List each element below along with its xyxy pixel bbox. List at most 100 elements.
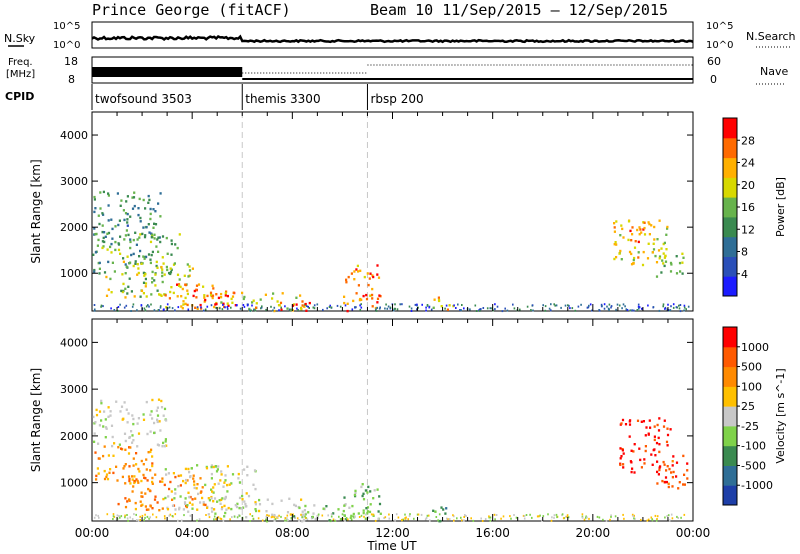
heatmap-cell <box>193 289 196 293</box>
heatmap-cell <box>542 304 544 307</box>
heatmap-cell <box>166 252 169 255</box>
freq-label-1: Freq. <box>8 57 33 68</box>
heatmap-cell <box>278 514 280 517</box>
heatmap-cell <box>408 514 411 517</box>
heatmap-cell <box>159 305 162 308</box>
heatmap-cell <box>151 480 154 484</box>
heatmap-cell <box>169 480 172 484</box>
heatmap-cell <box>424 518 427 521</box>
heatmap-cell <box>231 473 235 476</box>
heatmap-cell <box>130 430 133 433</box>
heatmap-cell <box>161 274 164 278</box>
heatmap-cell <box>665 248 668 251</box>
heatmap-cell <box>253 308 255 311</box>
heatmap-cell <box>92 253 95 256</box>
heatmap-cell <box>430 308 433 311</box>
heatmap-cell <box>655 261 659 264</box>
heatmap-cell <box>96 467 99 470</box>
heatmap-cell <box>201 496 204 500</box>
heatmap-cell <box>357 284 360 287</box>
heatmap-cell <box>561 513 564 516</box>
heatmap-cell <box>129 240 132 244</box>
cpid-mode-label: themis 3300 <box>245 92 320 106</box>
heatmap-cell <box>293 516 296 519</box>
heatmap-cell <box>158 420 161 423</box>
heatmap-cell <box>117 502 120 506</box>
heatmap-cell <box>586 306 589 309</box>
heatmap-cell <box>150 293 153 296</box>
heatmap-cell <box>606 305 608 308</box>
heatmap-cell <box>669 428 672 431</box>
heatmap-cell <box>227 506 230 510</box>
heatmap-cell <box>670 471 673 474</box>
heatmap-cell <box>95 514 97 517</box>
heatmap-cell <box>304 516 307 519</box>
heatmap-cell <box>97 442 100 445</box>
heatmap-cell <box>162 262 165 265</box>
heatmap-cell <box>548 307 551 310</box>
heatmap-cell <box>662 262 665 265</box>
x-tick-label: 08:00 <box>275 526 310 540</box>
heatmap-cell <box>101 230 104 234</box>
y-tick-label: 3000 <box>60 383 88 396</box>
heatmap-cell <box>388 517 391 520</box>
heatmap-cell <box>200 307 203 310</box>
heatmap-cell <box>149 469 152 472</box>
heatmap-cells <box>92 398 689 523</box>
heatmap-cell <box>133 204 136 208</box>
heatmap-cell <box>136 238 139 241</box>
heatmap-cell <box>129 261 132 264</box>
heatmap-cell <box>598 516 601 519</box>
heatmap-cell <box>429 519 431 522</box>
heatmap-cell <box>279 301 283 305</box>
heatmap-cell <box>368 277 371 280</box>
heatmap-cell <box>641 263 645 267</box>
heatmap-cell <box>619 234 622 237</box>
heatmap-cell <box>105 275 108 279</box>
heatmap-cell <box>621 449 624 452</box>
heatmap-cell <box>372 275 375 279</box>
heatmap-cell <box>169 290 172 294</box>
noise-right-top: 10^5 <box>706 21 733 32</box>
heatmap-cell <box>435 516 438 518</box>
heatmap-cell <box>134 231 137 234</box>
heatmap-cell <box>322 507 325 510</box>
heatmap-cell <box>148 489 151 492</box>
heatmap-cell <box>664 516 666 519</box>
heatmap-cell <box>523 517 526 520</box>
heatmap-cell <box>195 288 198 291</box>
heatmap-cell <box>615 308 617 311</box>
heatmap-cell <box>669 309 672 312</box>
heatmap-cell <box>465 515 467 517</box>
heatmap-cell <box>125 200 128 203</box>
heatmap-cell <box>567 516 570 519</box>
heatmap-cell <box>218 307 221 310</box>
heatmap-cell <box>343 504 346 507</box>
heatmap-cell <box>633 514 635 517</box>
heatmap-cell <box>151 455 154 458</box>
heatmap-cell <box>656 515 659 518</box>
x-axis-label: Time UT <box>366 539 417 553</box>
heatmap-cell <box>97 238 100 242</box>
heatmap-cell <box>126 517 129 520</box>
heatmap-cell <box>202 501 205 504</box>
heatmap-cell <box>352 299 355 303</box>
heatmap-cell <box>129 446 132 449</box>
heatmap-cell <box>581 513 584 516</box>
heatmap-cell <box>215 293 218 296</box>
heatmap-cell <box>136 519 138 522</box>
heatmap-cell <box>425 309 427 312</box>
heatmap-cell <box>628 435 631 438</box>
heatmap-cell <box>636 309 639 311</box>
heatmap-cell <box>157 398 161 401</box>
heatmap-cell <box>102 213 105 216</box>
colorbar-swatch <box>723 197 737 218</box>
heatmap-cell <box>239 307 242 310</box>
heatmap-cell <box>153 237 156 240</box>
heatmap-cell <box>166 303 169 306</box>
heatmap-cell <box>100 305 102 308</box>
heatmap-cell <box>98 272 101 275</box>
heatmap-cell <box>658 450 661 454</box>
heatmap-cell <box>112 513 115 516</box>
